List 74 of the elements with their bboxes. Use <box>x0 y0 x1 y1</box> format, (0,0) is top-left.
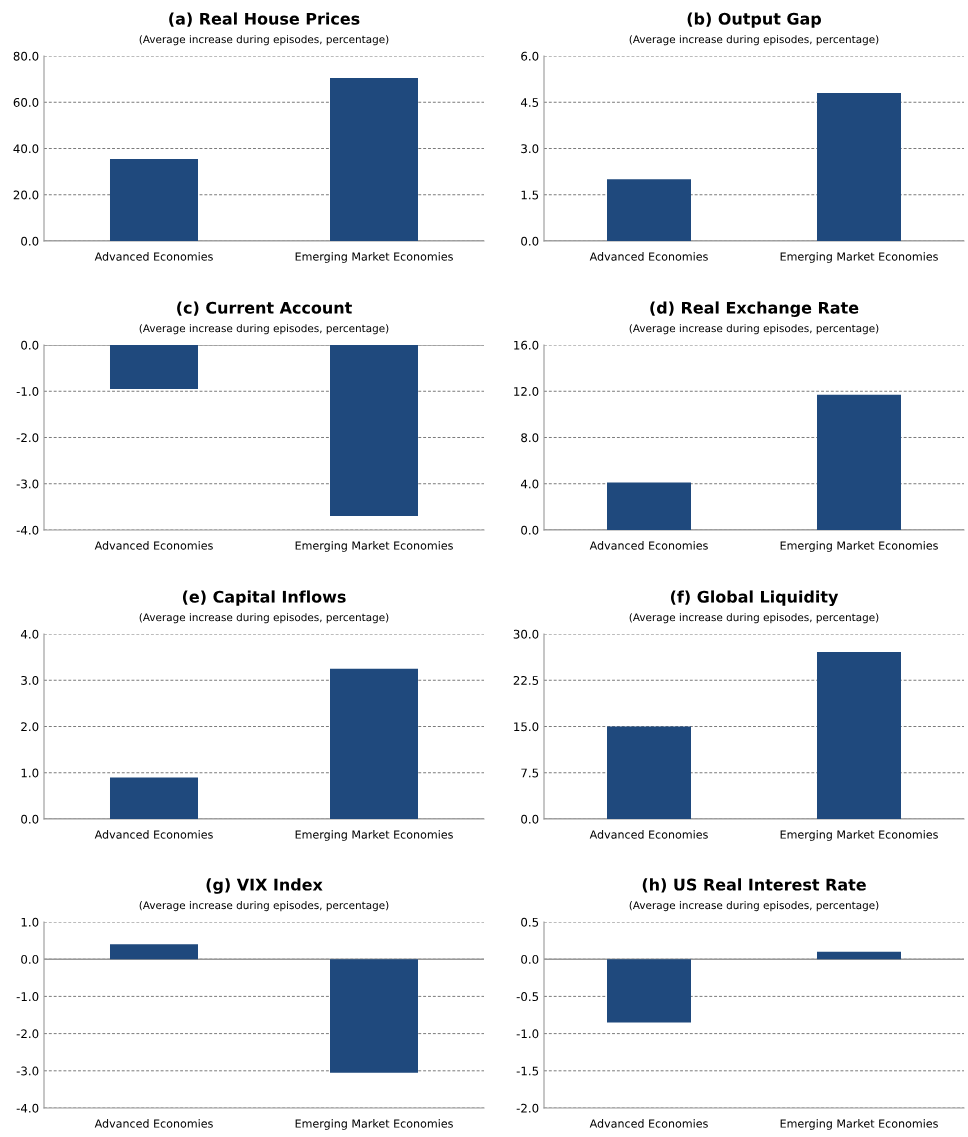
x-tick-label: Advanced Economies <box>589 830 708 839</box>
x-tick-label: Advanced Economies <box>94 1119 213 1128</box>
chart-title: (f) Global Liquidity <box>670 590 839 606</box>
chart-subtitle: (Average increase during episodes, percentage) <box>139 613 389 624</box>
y-tick-label: 4.0 <box>520 479 539 489</box>
chart-title: (h) US Real Interest Rate <box>642 878 866 893</box>
chart-subtitle: (Average increase during episodes, percentage) <box>629 324 879 335</box>
x-tick-label: Advanced Economies <box>94 541 213 550</box>
y-tick-label: -1.0 <box>516 1029 539 1039</box>
x-tick-label: Advanced Economies <box>589 252 708 261</box>
y-tick-label: 3.0 <box>21 675 39 685</box>
x-tick-label: Advanced Economies <box>589 1119 708 1128</box>
y-tick-label: 4.5 <box>520 98 539 107</box>
y-tick-label: 40.0 <box>13 144 39 154</box>
chart-title: (g) VIX Index <box>206 878 323 894</box>
chart-subtitle: (Average increase during episodes, percentage) <box>139 324 389 335</box>
x-tick-label: Emerging Market Economies <box>295 252 453 263</box>
y-tick-label: 0.0 <box>521 954 539 964</box>
y-tick-label: 0.0 <box>21 814 39 824</box>
y-tick-label: -3.0 <box>16 1066 39 1076</box>
y-tick-label: 4.0 <box>20 629 39 639</box>
x-tick-label: Advanced Economies <box>589 541 708 550</box>
y-tick-label: 1.0 <box>21 917 39 927</box>
y-tick-label: 0.0 <box>521 236 539 246</box>
y-tick-label: 80.0 <box>13 51 39 61</box>
x-tick-label: Emerging Market Economies <box>295 1119 453 1130</box>
y-tick-label: 6.0 <box>521 51 539 61</box>
y-tick-label: 0.0 <box>21 954 39 964</box>
y-tick-label: 7.5 <box>521 768 539 778</box>
y-tick-label: 60.0 <box>13 97 39 107</box>
y-tick-label: 12.0 <box>514 386 539 396</box>
y-tick-label: -4.0 <box>16 525 39 535</box>
y-tick-label: 15.0 <box>514 722 539 732</box>
y-tick-label: 1.0 <box>21 768 39 778</box>
x-tick-label: Emerging Market Economies <box>780 541 938 552</box>
x-tick-label: Emerging Market Economies <box>295 541 453 552</box>
x-tick-label: Emerging Market Economies <box>780 252 938 263</box>
x-tick-label: Advanced Economies <box>94 830 213 839</box>
y-tick-label: 20.0 <box>13 190 39 200</box>
y-tick-label: 0.0 <box>521 525 539 535</box>
y-tick-label: -4.0 <box>16 1103 39 1113</box>
y-tick-label: 1.5 <box>521 190 539 200</box>
y-tick-label: 2.0 <box>21 722 39 732</box>
y-tick-label: 8.0 <box>521 433 539 443</box>
y-tick-label: -3.0 <box>16 479 39 489</box>
chart-subtitle: (Average increase during episodes, percentage) <box>139 35 389 46</box>
y-tick-label: 3.0 <box>521 144 539 154</box>
y-tick-label: 0.5 <box>521 917 539 927</box>
y-tick-label: -2.0 <box>516 1103 539 1113</box>
x-tick-label: Advanced Economies <box>94 252 213 261</box>
x-tick-label: Emerging Market Economies <box>295 830 453 841</box>
chart-title: (c) Current Account <box>177 301 352 316</box>
y-tick-label: -1.0 <box>16 992 39 1002</box>
chart-title: (b) Output Gap <box>687 12 822 28</box>
y-tick-label: 22.5 <box>513 675 539 685</box>
y-tick-label: 16.0 <box>514 340 539 350</box>
chart-title: (d) Real Exchange Rate <box>650 301 859 317</box>
chart-subtitle: (Average increase during episodes, percentage) <box>629 613 879 624</box>
y-tick-label: -2.0 <box>16 1029 39 1039</box>
chart-subtitle: (Average increase during episodes, percentage) <box>629 35 879 46</box>
y-tick-label: -1.0 <box>16 386 39 396</box>
chart-title: (e) Capital Inflows <box>182 590 346 606</box>
chart-title: (a) Real House Prices <box>169 12 360 27</box>
y-tick-label: 0.0 <box>21 236 39 246</box>
y-tick-label: -1.5 <box>516 1066 539 1076</box>
y-tick-label: 0.0 <box>21 340 39 350</box>
chart-subtitle: (Average increase during episodes, percentage) <box>629 901 879 912</box>
chart-subtitle: (Average increase during episodes, percentage) <box>139 901 389 912</box>
y-tick-label: -0.5 <box>516 992 539 1002</box>
y-tick-label: 0.0 <box>521 814 539 824</box>
x-tick-label: Emerging Market Economies <box>780 1119 938 1130</box>
y-tick-label: -2.0 <box>16 433 39 443</box>
x-tick-label: Emerging Market Economies <box>780 830 938 841</box>
y-tick-label: 30.0 <box>513 629 539 639</box>
